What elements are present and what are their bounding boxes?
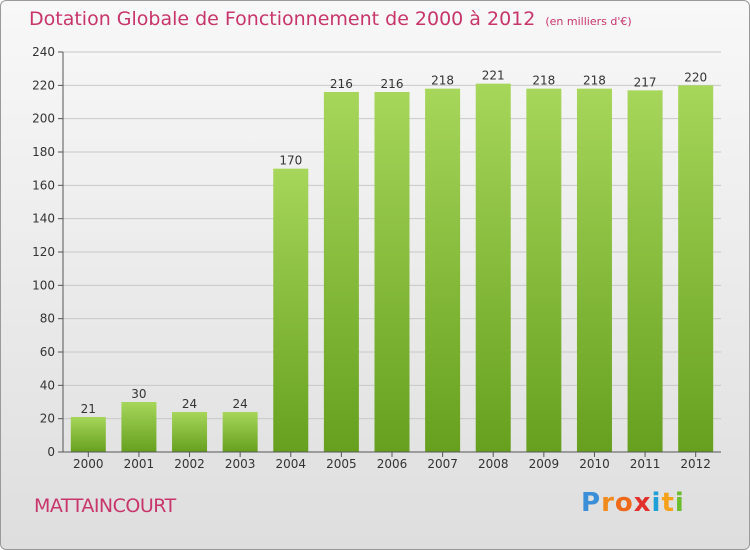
proxiti-logo: Proxiti xyxy=(581,488,685,518)
y-tick-label: 60 xyxy=(40,345,55,359)
bar xyxy=(425,88,461,453)
bar xyxy=(172,412,208,452)
data-label: 221 xyxy=(482,69,505,83)
y-tick-label: 240 xyxy=(32,45,55,59)
bar xyxy=(121,402,157,452)
data-label: 30 xyxy=(131,387,146,401)
x-tick-label: 2004 xyxy=(275,457,306,471)
y-tick-label: 0 xyxy=(47,445,55,459)
logo-letter: o xyxy=(614,488,634,518)
x-tick-label: 2006 xyxy=(377,457,408,471)
y-tick-label: 80 xyxy=(40,312,55,326)
y-tick-label: 120 xyxy=(32,245,55,259)
logo-letter: t xyxy=(661,488,675,518)
y-tick-label: 40 xyxy=(40,378,55,392)
x-tick-label: 2009 xyxy=(529,457,560,471)
logo-letter: i xyxy=(651,488,662,518)
bar xyxy=(678,85,714,452)
x-tick-label: 2007 xyxy=(427,457,458,471)
x-tick-label: 2000 xyxy=(73,457,104,471)
logo-letter: P xyxy=(581,488,602,518)
x-tick-label: 2001 xyxy=(124,457,155,471)
x-tick-label: 2008 xyxy=(478,457,509,471)
logo-letter: x xyxy=(633,488,652,518)
y-tick-label: 100 xyxy=(32,278,55,292)
y-tick-label: 200 xyxy=(32,112,55,126)
y-tick-label: 140 xyxy=(32,212,55,226)
y-tick-label: 20 xyxy=(40,412,55,426)
y-tick-label: 180 xyxy=(32,145,55,159)
data-label: 220 xyxy=(684,70,707,84)
chart-title: Dotation Globale de Fonctionnement de 20… xyxy=(29,8,632,30)
bar xyxy=(475,83,511,453)
data-label: 21 xyxy=(81,402,96,416)
bar xyxy=(374,92,410,452)
data-label: 218 xyxy=(583,74,606,88)
x-tick-label: 2003 xyxy=(225,457,256,471)
data-label: 216 xyxy=(330,77,353,91)
x-tick-label: 2012 xyxy=(680,457,711,471)
x-tick-label: 2002 xyxy=(174,457,205,471)
data-label: 24 xyxy=(182,397,197,411)
chart-title-text: Dotation Globale de Fonctionnement de 20… xyxy=(29,8,536,30)
y-tick-label: 220 xyxy=(32,78,55,92)
data-label: 24 xyxy=(233,397,248,411)
x-tick-label: 2011 xyxy=(630,457,661,471)
bar xyxy=(323,92,359,452)
data-label: 170 xyxy=(279,154,302,168)
data-label: 218 xyxy=(431,74,454,88)
bar xyxy=(576,88,612,453)
data-label: 217 xyxy=(634,75,657,89)
commune-name: MATTAINCOURT xyxy=(34,495,176,517)
logo-letter: r xyxy=(601,488,615,518)
x-tick-label: 2010 xyxy=(579,457,610,471)
y-tick-label: 160 xyxy=(32,178,55,192)
logo-letter: i xyxy=(674,488,685,518)
chart-unit-label: (en milliers d'€) xyxy=(545,15,632,28)
bar xyxy=(222,412,258,452)
data-label: 218 xyxy=(532,74,555,88)
data-label: 216 xyxy=(381,77,404,91)
bar xyxy=(526,88,562,453)
bar xyxy=(627,90,663,452)
bar xyxy=(273,168,309,452)
bar xyxy=(70,417,106,452)
x-tick-label: 2005 xyxy=(326,457,357,471)
bar-chart: 21 30 24 24 170 216 216 218 221 218 218 217 220 0 20 4… xyxy=(32,45,721,471)
